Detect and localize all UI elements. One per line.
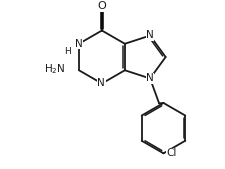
Text: N: N [146,74,154,83]
Text: N: N [146,30,154,40]
Text: N: N [74,39,82,49]
Text: Cl: Cl [167,148,177,158]
Text: H$_2$N: H$_2$N [44,62,66,76]
Text: O: O [97,1,106,11]
Text: H: H [64,47,71,56]
Text: N: N [97,78,105,88]
